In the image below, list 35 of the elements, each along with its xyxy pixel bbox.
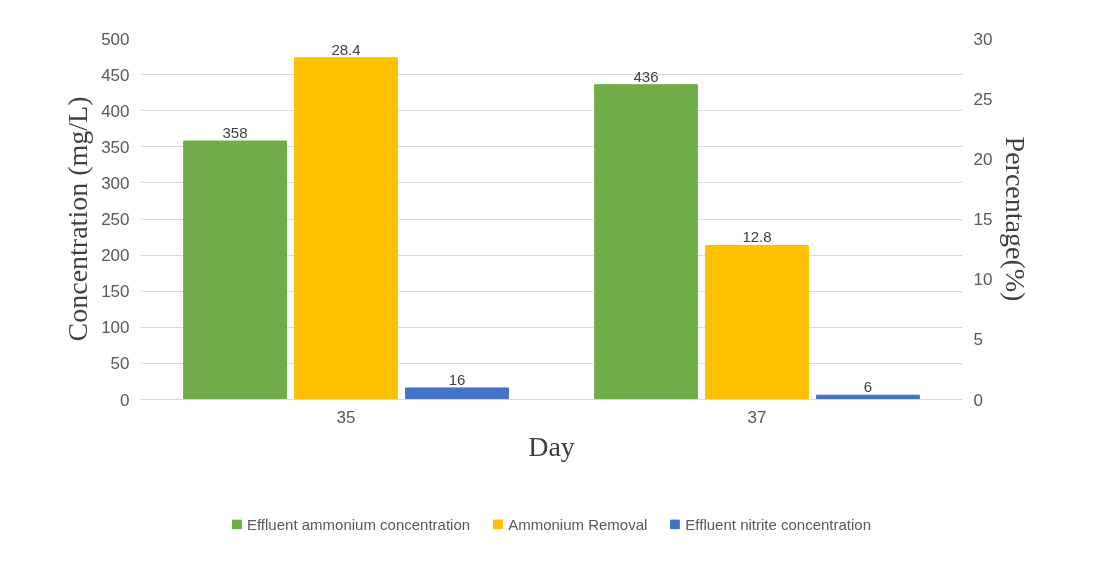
y2-tick-label: 25 (973, 89, 993, 109)
y-axis-title: Concentration (mg/L) (62, 96, 94, 342)
y2-tick-label: 30 (973, 29, 993, 49)
y2-axis-title: Percentage(%) (1000, 136, 1032, 302)
y-tick-label: 100 (101, 318, 130, 338)
x-tick-label: 35 (336, 407, 356, 427)
y-tick-label: 400 (101, 101, 130, 121)
data-label: 6 (863, 378, 873, 396)
bar (183, 140, 287, 400)
data-label: 358 (222, 124, 248, 142)
data-label: 12.8 (742, 228, 772, 246)
y2-tick-label: 15 (973, 210, 993, 229)
legend-label: Effluent nitrite concentration (685, 515, 872, 533)
x-tick-label: 37 (747, 407, 767, 427)
y-tick-label: 150 (101, 282, 130, 302)
y-tick-label: 350 (101, 137, 130, 157)
legend-label: Effluent ammonium concentration (246, 515, 471, 533)
y2-tick-label: 0 (973, 390, 983, 410)
y2-tick-label: 5 (973, 330, 983, 350)
y-tick-label: 200 (101, 246, 130, 266)
y-tick-label: 0 (120, 390, 130, 410)
data-label: 436 (633, 67, 659, 85)
y-tick-label: 500 (101, 29, 130, 49)
data-label: 28.4 (331, 40, 361, 58)
legend-label: Ammonium Removal (508, 515, 648, 533)
y-tick-label: 50 (110, 354, 130, 374)
y2-tick-label: 20 (973, 149, 993, 169)
y-tick-label: 250 (101, 210, 130, 229)
y-tick-label: 450 (101, 65, 130, 85)
bar (405, 387, 509, 400)
y2-tick-label: 10 (973, 270, 993, 290)
x-axis-title: Day (528, 430, 575, 462)
y-tick-label: 300 (101, 173, 130, 193)
data-label: 16 (448, 370, 466, 388)
bar (594, 84, 698, 400)
